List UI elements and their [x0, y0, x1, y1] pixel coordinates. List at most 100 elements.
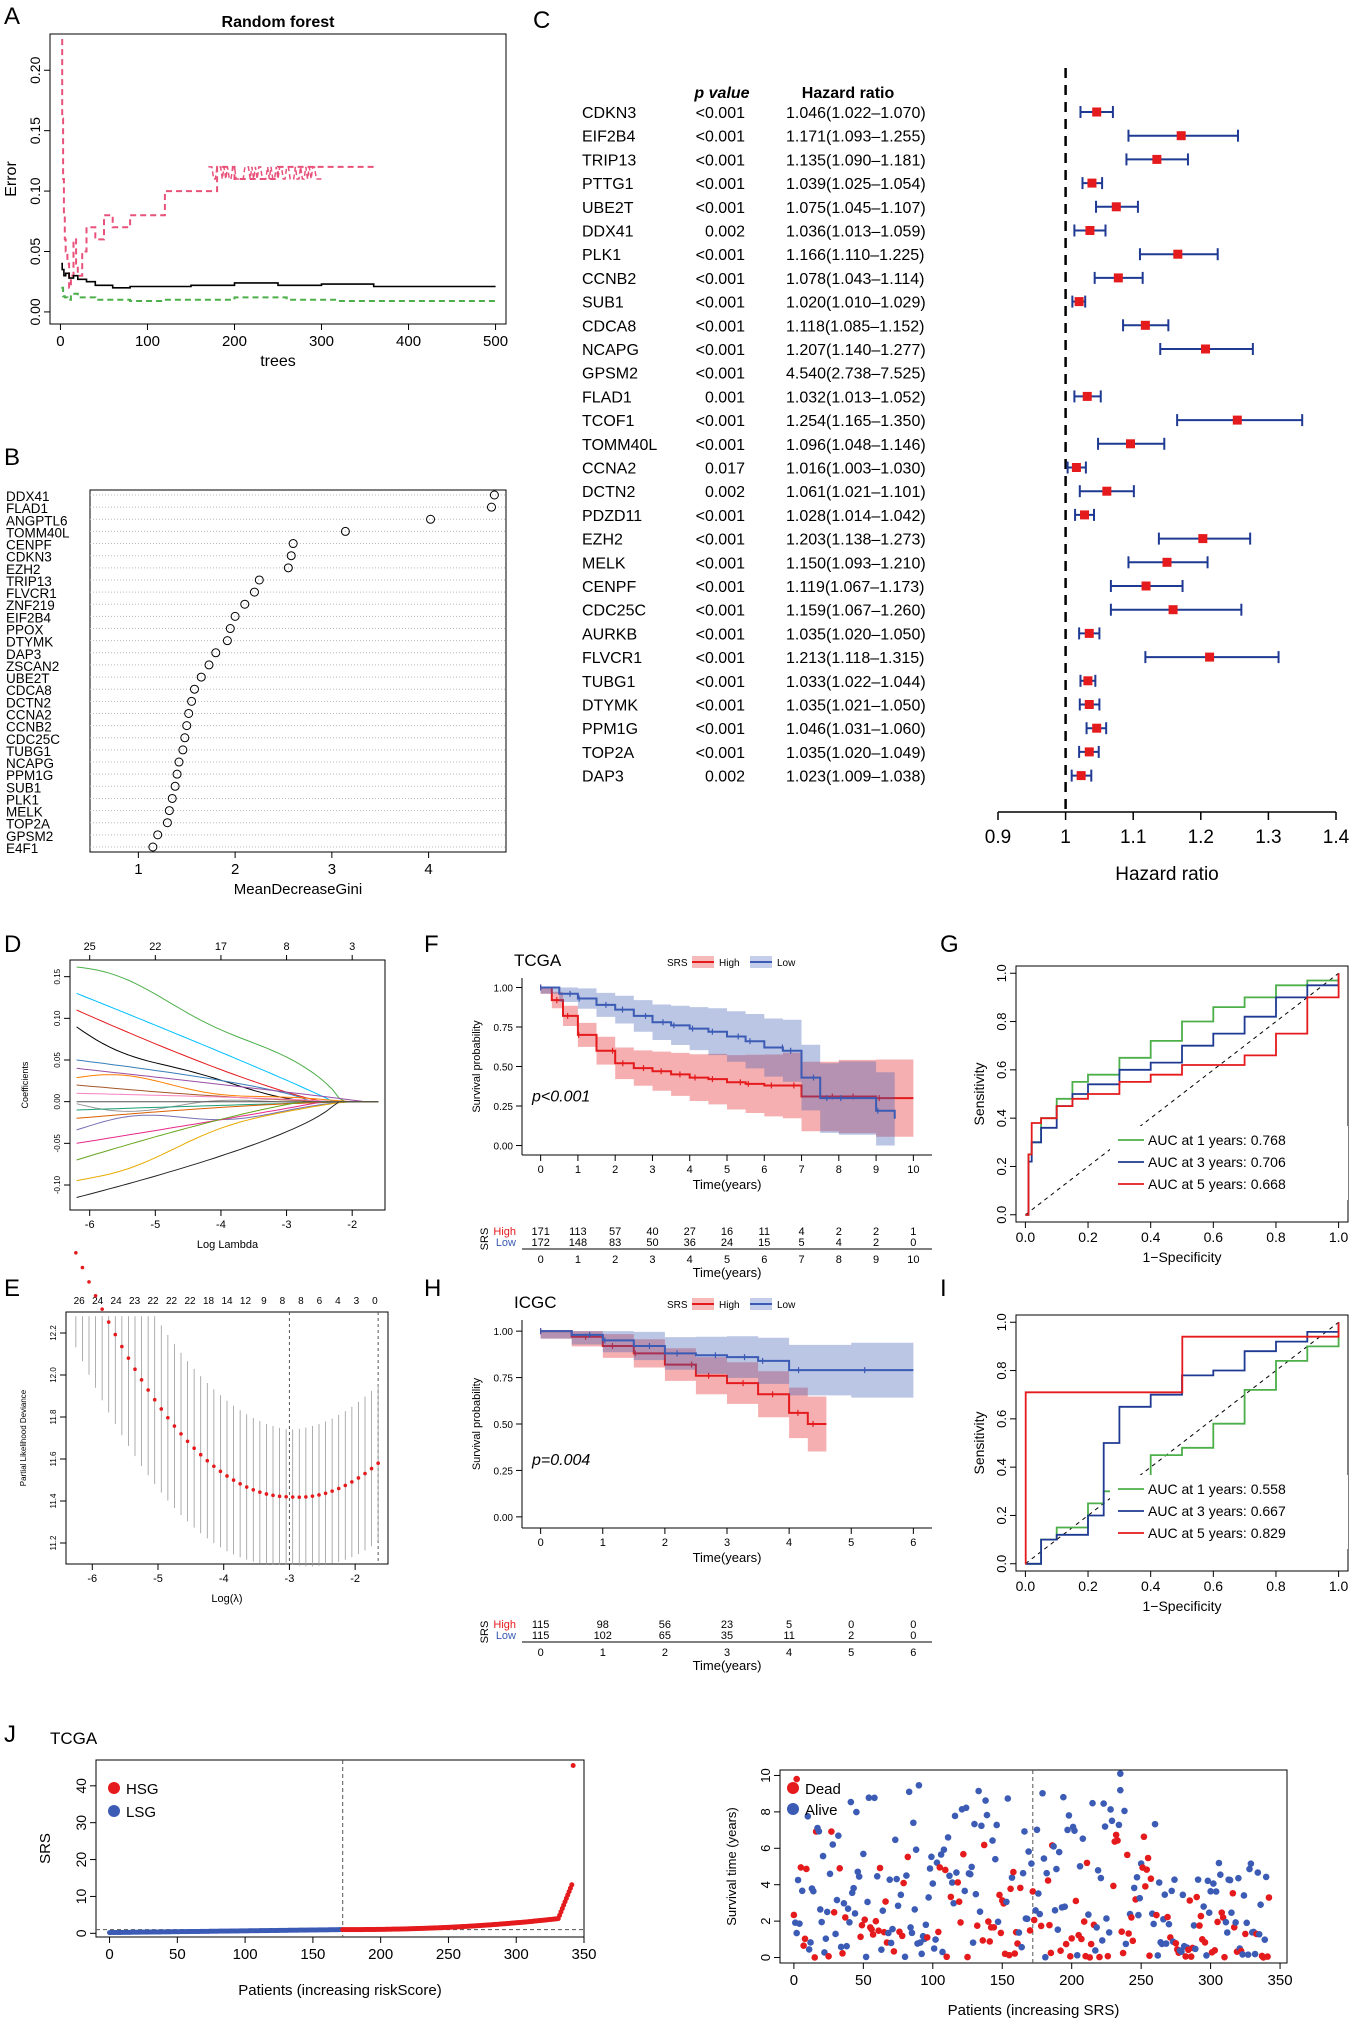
gene-label: DTYMK: [582, 698, 638, 715]
p-value: <0.001: [696, 650, 745, 667]
gene-label: TOMM40L: [582, 437, 657, 454]
alive-point: [826, 1870, 834, 1878]
alive-point: [1130, 1884, 1138, 1892]
hazard-ratio-text: 1.171(1.093–1.255): [786, 129, 926, 146]
x-axis-label: 1−Specificity: [1143, 1598, 1222, 1614]
p-value: 0.017: [705, 461, 745, 478]
roc-curve-1-years: [1025, 1322, 1340, 1565]
gene-label: CCNB2: [582, 271, 636, 288]
alive-point: [903, 1872, 910, 1879]
legend-label: AUC at 3 years: 0.667: [1148, 1503, 1286, 1519]
gene-label: DAP3: [582, 769, 624, 786]
alive-point: [1053, 1865, 1060, 1873]
coefficient-path: [76, 1101, 379, 1119]
y-tick-label: 0.05: [53, 1052, 62, 1068]
dead-point: [960, 1850, 967, 1858]
y-tick-label: 0: [758, 1954, 773, 1961]
error-line-1: [61, 262, 496, 289]
x-tick-label: 3: [724, 1537, 730, 1549]
alive-point: [962, 1804, 970, 1812]
p-value: 0.001: [705, 389, 745, 406]
x-tick-label: 300: [504, 1946, 529, 1963]
dead-point: [1123, 1851, 1131, 1859]
importance-point: [189, 684, 199, 694]
dead-point: [1164, 1913, 1171, 1921]
alive-point: [878, 1946, 885, 1953]
alive-point: [948, 1879, 956, 1886]
deviance-point: [139, 1378, 144, 1382]
x-tick-label: 1.3: [1255, 827, 1281, 848]
hr-point: [1071, 463, 1081, 472]
x-tick-label: 0: [56, 333, 64, 350]
confidence-band-high: [540, 1331, 827, 1454]
risk-x-tick: 10: [907, 1254, 919, 1266]
gene-label: EZH2: [6, 562, 41, 577]
risk-count: 102: [594, 1630, 612, 1642]
dead-point: [904, 1853, 912, 1861]
hazard-ratio-text: 1.033(1.022–1.044): [786, 674, 926, 691]
gene-label: CENPF: [6, 538, 52, 553]
y-tick-label: 0.00: [53, 1093, 62, 1109]
dead-point: [996, 1891, 1003, 1899]
x-tick-label: -5: [153, 1573, 163, 1585]
alive-point: [1054, 1926, 1062, 1933]
dead-point: [857, 1933, 864, 1941]
gene-label: EIF2B4: [582, 129, 635, 146]
risk-x-label: Time(years): [693, 1265, 762, 1280]
dead-point: [1005, 1951, 1013, 1959]
dead-point: [923, 1934, 931, 1941]
alive-point: [807, 1939, 814, 1946]
top-tick-label: 24: [111, 1296, 123, 1307]
dead-point: [875, 1927, 882, 1934]
deviance-point: [304, 1495, 308, 1499]
dead-point: [1080, 1918, 1088, 1925]
x-tick-label: 1: [1060, 827, 1071, 848]
dead-point: [955, 1898, 963, 1905]
alive-point: [1008, 1874, 1016, 1881]
x-tick-label: 4: [687, 1164, 693, 1176]
alive-point: [961, 1887, 969, 1895]
alive-point: [1117, 1770, 1124, 1777]
hazard-ratio-text: 1.035(1.020–1.050): [786, 626, 926, 643]
top-tick-label: 23: [129, 1296, 141, 1307]
dead-point: [828, 1828, 835, 1835]
alive-point: [894, 1902, 902, 1910]
dead-point: [1264, 1953, 1271, 1960]
roc-curve-5-years: [1025, 973, 1340, 1216]
legend-label: AUC at 5 years: 0.668: [1148, 1176, 1286, 1192]
dead-point: [1187, 1953, 1195, 1960]
hr-point: [1198, 534, 1208, 544]
gene-label: DDX41: [582, 224, 634, 241]
hr-point: [1092, 723, 1102, 733]
plot-frame: [89, 489, 507, 853]
alive-point: [1262, 1873, 1270, 1881]
alive-point: [1223, 1929, 1231, 1936]
dead-point: [869, 1931, 877, 1938]
gene-label: DAP3: [6, 647, 41, 662]
risk-count: 98: [597, 1619, 609, 1631]
hazard-ratio-text: 1.028(1.014–1.042): [786, 508, 926, 525]
error-line-oscillation: [208, 166, 322, 180]
risk-x-tick: 5: [848, 1647, 854, 1659]
dead-point: [979, 1937, 987, 1944]
p-value-label: p<0.001: [531, 1088, 590, 1105]
risk-count: 171: [531, 1226, 549, 1238]
plot-frame: [49, 33, 507, 325]
y-tick-label: 6: [758, 1845, 773, 1852]
alive-point: [993, 1821, 1000, 1829]
alive-point: [932, 1936, 939, 1943]
alive-point: [1101, 1823, 1109, 1830]
top-tick-label: 3: [349, 941, 355, 953]
y-tick-label: 0: [73, 1929, 89, 1937]
dead-point: [1026, 1927, 1034, 1934]
gene-label: TOP2A: [6, 817, 50, 832]
importance-point: [288, 539, 298, 549]
alive-point: [946, 1872, 953, 1880]
alive-point: [994, 1918, 1002, 1926]
deviance-point: [80, 1265, 85, 1270]
y-tick-label: 0.00: [27, 298, 43, 325]
x-tick-label: 350: [571, 1946, 596, 1963]
p-value: <0.001: [696, 603, 745, 620]
hazard-ratio-text: 1.036(1.013–1.059): [786, 224, 926, 241]
y-tick-label: 0.15: [27, 117, 43, 144]
